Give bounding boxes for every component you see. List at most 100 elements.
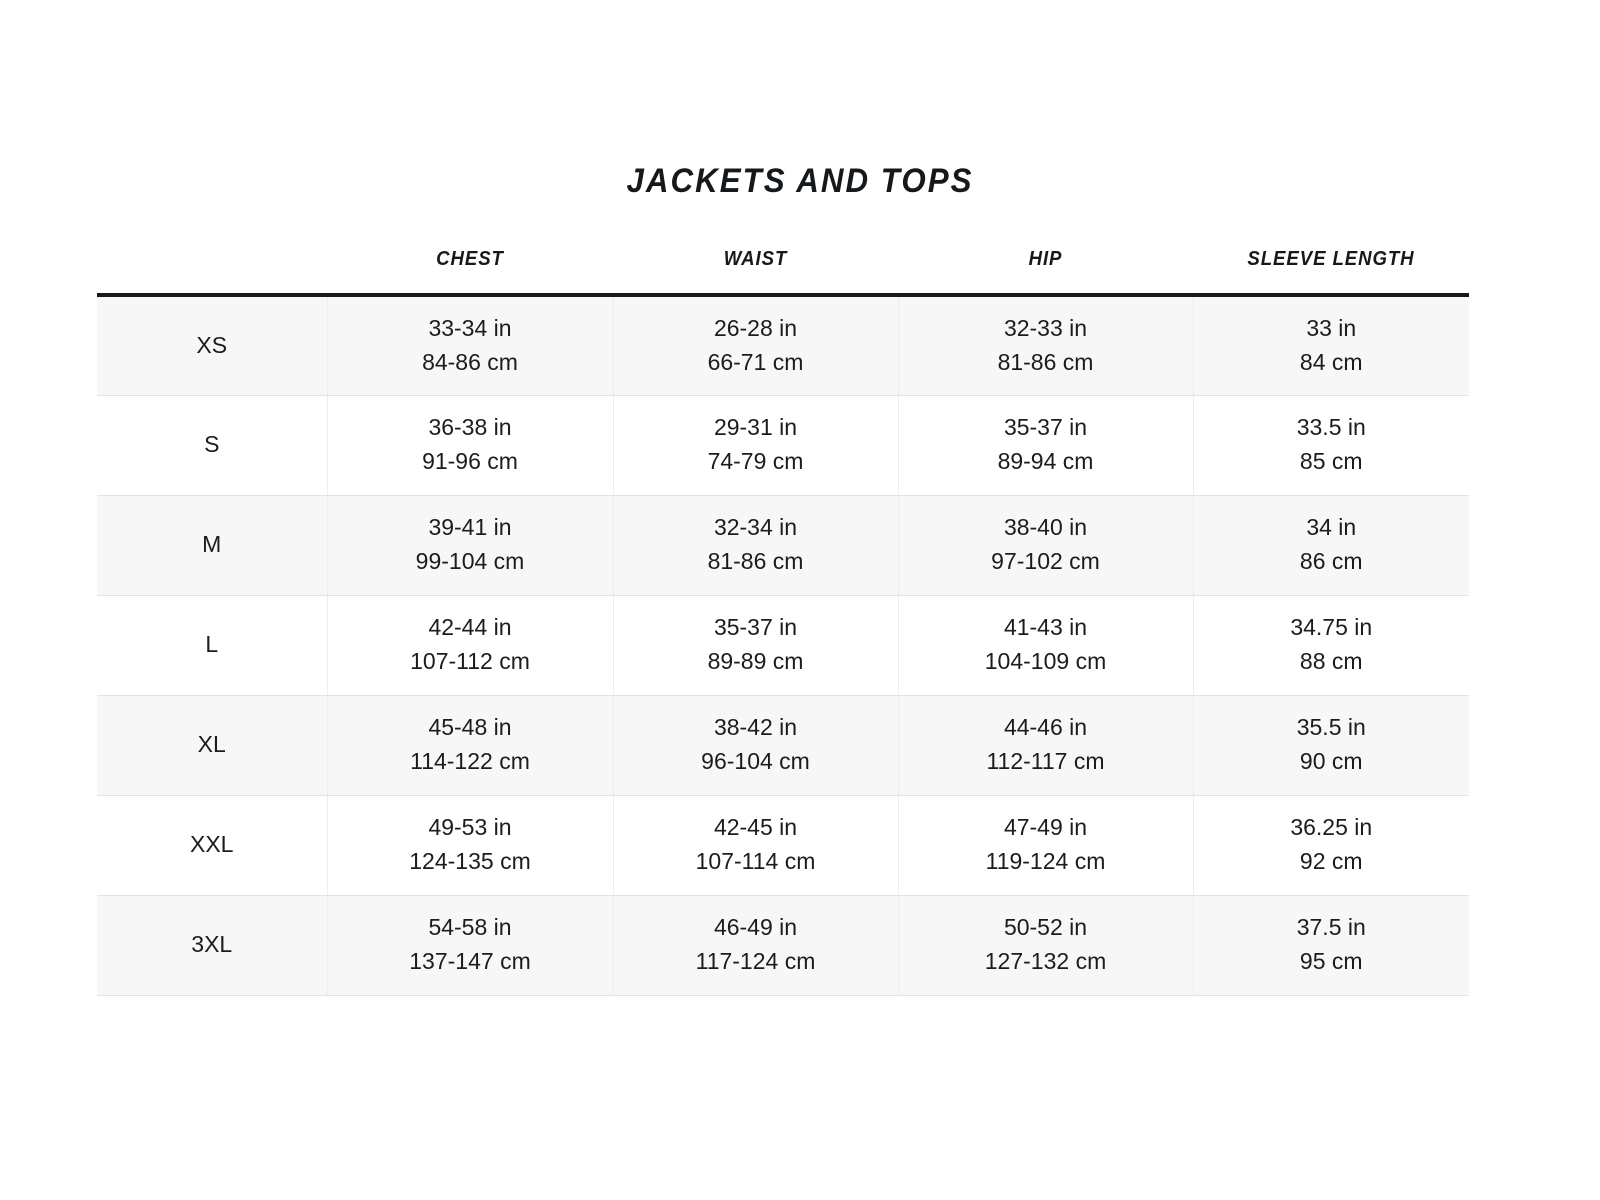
cell-sleeve-length: 33 in 84 cm — [1193, 295, 1469, 396]
value-inches: 26-28 in — [713, 315, 798, 342]
column-header-chest: CHEST — [337, 248, 603, 297]
value-centimeters: 86 cm — [1299, 548, 1363, 574]
value-centimeters: 107-114 cm — [695, 848, 816, 874]
value-centimeters: 112-117 cm — [986, 748, 1105, 774]
cell-chest: 36-38 in 91-96 cm — [327, 395, 614, 496]
cell-chest: 33-34 in 84-86 cm — [327, 295, 614, 396]
value-inches: 35-37 in — [1003, 414, 1088, 441]
column-header-hip: HIP — [908, 248, 1183, 297]
cell-waist: 32-34 in 81-86 cm — [613, 495, 899, 596]
cell-waist: 26-28 in 66-71 cm — [613, 295, 899, 396]
cell-chest: 39-41 in 99-104 cm — [327, 495, 614, 596]
value-centimeters: 137-147 cm — [409, 948, 531, 974]
value-centimeters: 99-104 cm — [415, 548, 525, 574]
value-centimeters: 89-89 cm — [707, 648, 804, 674]
value-centimeters: 74-79 cm — [707, 448, 804, 474]
column-header-size — [105, 248, 319, 297]
cell-size: XXL — [97, 795, 328, 896]
value-inches: 41-43 in — [1003, 614, 1088, 641]
value-centimeters: 95 cm — [1299, 948, 1363, 974]
size-chart-table: CHEST WAIST HIP SLEEVE LENGTH XS 33-34 i… — [97, 248, 1469, 996]
cell-chest: 45-48 in 114-122 cm — [327, 695, 614, 796]
cell-sleeve-length: 33.5 in 85 cm — [1193, 395, 1469, 496]
value-centimeters: 124-135 cm — [409, 848, 531, 874]
value-centimeters: 117-124 cm — [695, 948, 816, 974]
value-inches: 35.5 in — [1296, 714, 1366, 741]
value-centimeters: 107-112 cm — [410, 648, 530, 674]
cell-sleeve-length: 34.75 in 88 cm — [1193, 595, 1469, 696]
value-inches: 45-48 in — [428, 714, 512, 741]
table-header-row: CHEST WAIST HIP SLEEVE LENGTH — [97, 248, 1469, 297]
cell-size: L — [97, 595, 328, 696]
value-centimeters: 114-122 cm — [410, 748, 530, 774]
table-row: L 42-44 in 107-112 cm 35-37 in 89-89 cm … — [97, 595, 1469, 696]
value-centimeters: 88 cm — [1299, 648, 1363, 674]
value-inches: 42-45 in — [713, 814, 798, 841]
cell-waist: 35-37 in 89-89 cm — [613, 595, 899, 696]
value-centimeters: 66-71 cm — [707, 348, 804, 375]
page-title: JACKETS AND TOPS — [626, 162, 974, 200]
value-inches: 50-52 in — [1003, 914, 1088, 941]
value-centimeters: 92 cm — [1299, 848, 1363, 874]
value-centimeters: 91-96 cm — [422, 448, 518, 474]
value-inches: 32-33 in — [1003, 315, 1088, 342]
value-centimeters: 84-86 cm — [422, 348, 518, 375]
value-centimeters: 81-86 cm — [997, 348, 1094, 375]
cell-sleeve-length: 35.5 in 90 cm — [1193, 695, 1469, 796]
value-inches: 49-53 in — [428, 814, 512, 841]
cell-chest: 49-53 in 124-135 cm — [327, 795, 614, 896]
cell-waist: 42-45 in 107-114 cm — [613, 795, 899, 896]
table-body: XS 33-34 in 84-86 cm 26-28 in 66-71 cm 3… — [97, 295, 1469, 996]
table-row: M 39-41 in 99-104 cm 32-34 in 81-86 cm 3… — [97, 495, 1469, 596]
cell-hip: 50-52 in 127-132 cm — [898, 895, 1194, 996]
value-inches: 29-31 in — [713, 414, 798, 441]
value-inches: 33-34 in — [428, 315, 512, 342]
value-inches: 42-44 in — [428, 614, 512, 641]
value-inches: 38-42 in — [713, 714, 798, 741]
cell-size: 3XL — [97, 895, 328, 996]
cell-hip: 32-33 in 81-86 cm — [898, 295, 1194, 396]
value-inches: 44-46 in — [1003, 714, 1088, 741]
table-row: S 36-38 in 91-96 cm 29-31 in 74-79 cm 35… — [97, 395, 1469, 496]
column-header-sleeve-length: SLEEVE LENGTH — [1202, 248, 1460, 297]
value-centimeters: 96-104 cm — [701, 748, 810, 774]
value-centimeters: 127-132 cm — [984, 948, 1107, 974]
column-header-waist: WAIST — [622, 248, 889, 297]
value-centimeters: 90 cm — [1299, 748, 1363, 774]
cell-waist: 46-49 in 117-124 cm — [613, 895, 899, 996]
value-inches: 36-38 in — [428, 414, 512, 441]
value-inches: 47-49 in — [1003, 814, 1088, 841]
value-inches: 32-34 in — [713, 514, 798, 541]
cell-hip: 38-40 in 97-102 cm — [898, 495, 1194, 596]
table-row: 3XL 54-58 in 137-147 cm 46-49 in 117-124… — [97, 895, 1469, 996]
value-centimeters: 97-102 cm — [991, 548, 1100, 574]
value-centimeters: 119-124 cm — [985, 848, 1106, 874]
table-header: CHEST WAIST HIP SLEEVE LENGTH — [97, 248, 1469, 297]
table-row: XXL 49-53 in 124-135 cm 42-45 in 107-114… — [97, 795, 1469, 896]
cell-sleeve-length: 34 in 86 cm — [1193, 495, 1469, 596]
value-inches: 35-37 in — [713, 614, 798, 641]
cell-sleeve-length: 36.25 in 92 cm — [1193, 795, 1469, 896]
value-centimeters: 84 cm — [1299, 348, 1363, 375]
cell-size: S — [97, 395, 328, 496]
value-inches: 33.5 in — [1296, 414, 1366, 441]
cell-waist: 29-31 in 74-79 cm — [613, 395, 899, 496]
value-centimeters: 85 cm — [1299, 448, 1363, 474]
value-centimeters: 104-109 cm — [984, 648, 1107, 674]
value-inches: 33 in — [1306, 315, 1357, 342]
cell-hip: 47-49 in 119-124 cm — [898, 795, 1194, 896]
value-inches: 34 in — [1306, 514, 1357, 541]
cell-chest: 54-58 in 137-147 cm — [327, 895, 614, 996]
cell-sleeve-length: 37.5 in 95 cm — [1193, 895, 1469, 996]
value-inches: 46-49 in — [713, 914, 798, 941]
cell-hip: 44-46 in 112-117 cm — [898, 695, 1194, 796]
cell-size: M — [97, 495, 328, 596]
cell-hip: 35-37 in 89-94 cm — [898, 395, 1194, 496]
table-row: XS 33-34 in 84-86 cm 26-28 in 66-71 cm 3… — [97, 295, 1469, 396]
size-chart-table-wrapper: CHEST WAIST HIP SLEEVE LENGTH XS 33-34 i… — [97, 248, 1469, 996]
value-centimeters: 89-94 cm — [997, 448, 1094, 474]
cell-size: XL — [97, 695, 328, 796]
value-centimeters: 81-86 cm — [707, 548, 804, 574]
value-inches: 54-58 in — [428, 914, 512, 941]
